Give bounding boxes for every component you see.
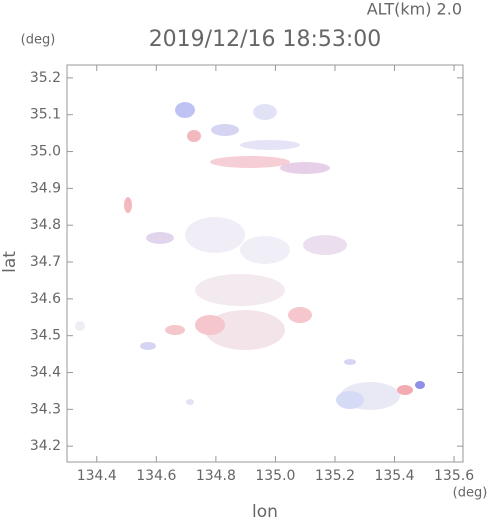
y-tick-label: 34.5 bbox=[30, 328, 61, 344]
y-axis-label: lat bbox=[0, 251, 20, 273]
y-tick-label: 34.2 bbox=[30, 438, 61, 454]
chart-title: 2019/12/16 18:53:00 bbox=[149, 27, 382, 52]
y-tick-label: 34.3 bbox=[30, 401, 61, 417]
y-unit: (deg) bbox=[21, 33, 56, 48]
altitude-label: ALT(km) 2.0 bbox=[367, 0, 462, 19]
y-tick-label: 35.1 bbox=[30, 107, 61, 123]
y-tick-label: 34.6 bbox=[30, 291, 61, 307]
x-tick-label: 134.8 bbox=[196, 468, 236, 484]
x-axis-label: lon bbox=[252, 502, 278, 521]
plot-frame bbox=[66, 64, 464, 463]
x-tick-label: 135.6 bbox=[434, 468, 474, 484]
y-tick-label: 35.2 bbox=[30, 70, 61, 86]
y-tick-label: 34.7 bbox=[30, 254, 61, 270]
y-tick-label: 34.8 bbox=[30, 217, 61, 233]
x-tick-label: 135.2 bbox=[315, 468, 355, 484]
x-tick-label: 134.4 bbox=[77, 468, 117, 484]
echo-field bbox=[75, 102, 425, 410]
x-unit: (deg) bbox=[453, 486, 488, 501]
x-tick-label: 135.0 bbox=[255, 468, 295, 484]
y-tick-label: 34.9 bbox=[30, 180, 61, 196]
y-tick-label: 35.0 bbox=[30, 144, 61, 160]
x-tick-label: 134.6 bbox=[136, 468, 176, 484]
y-tick-label: 34.4 bbox=[30, 365, 61, 381]
x-tick-label: 135.4 bbox=[374, 468, 414, 484]
